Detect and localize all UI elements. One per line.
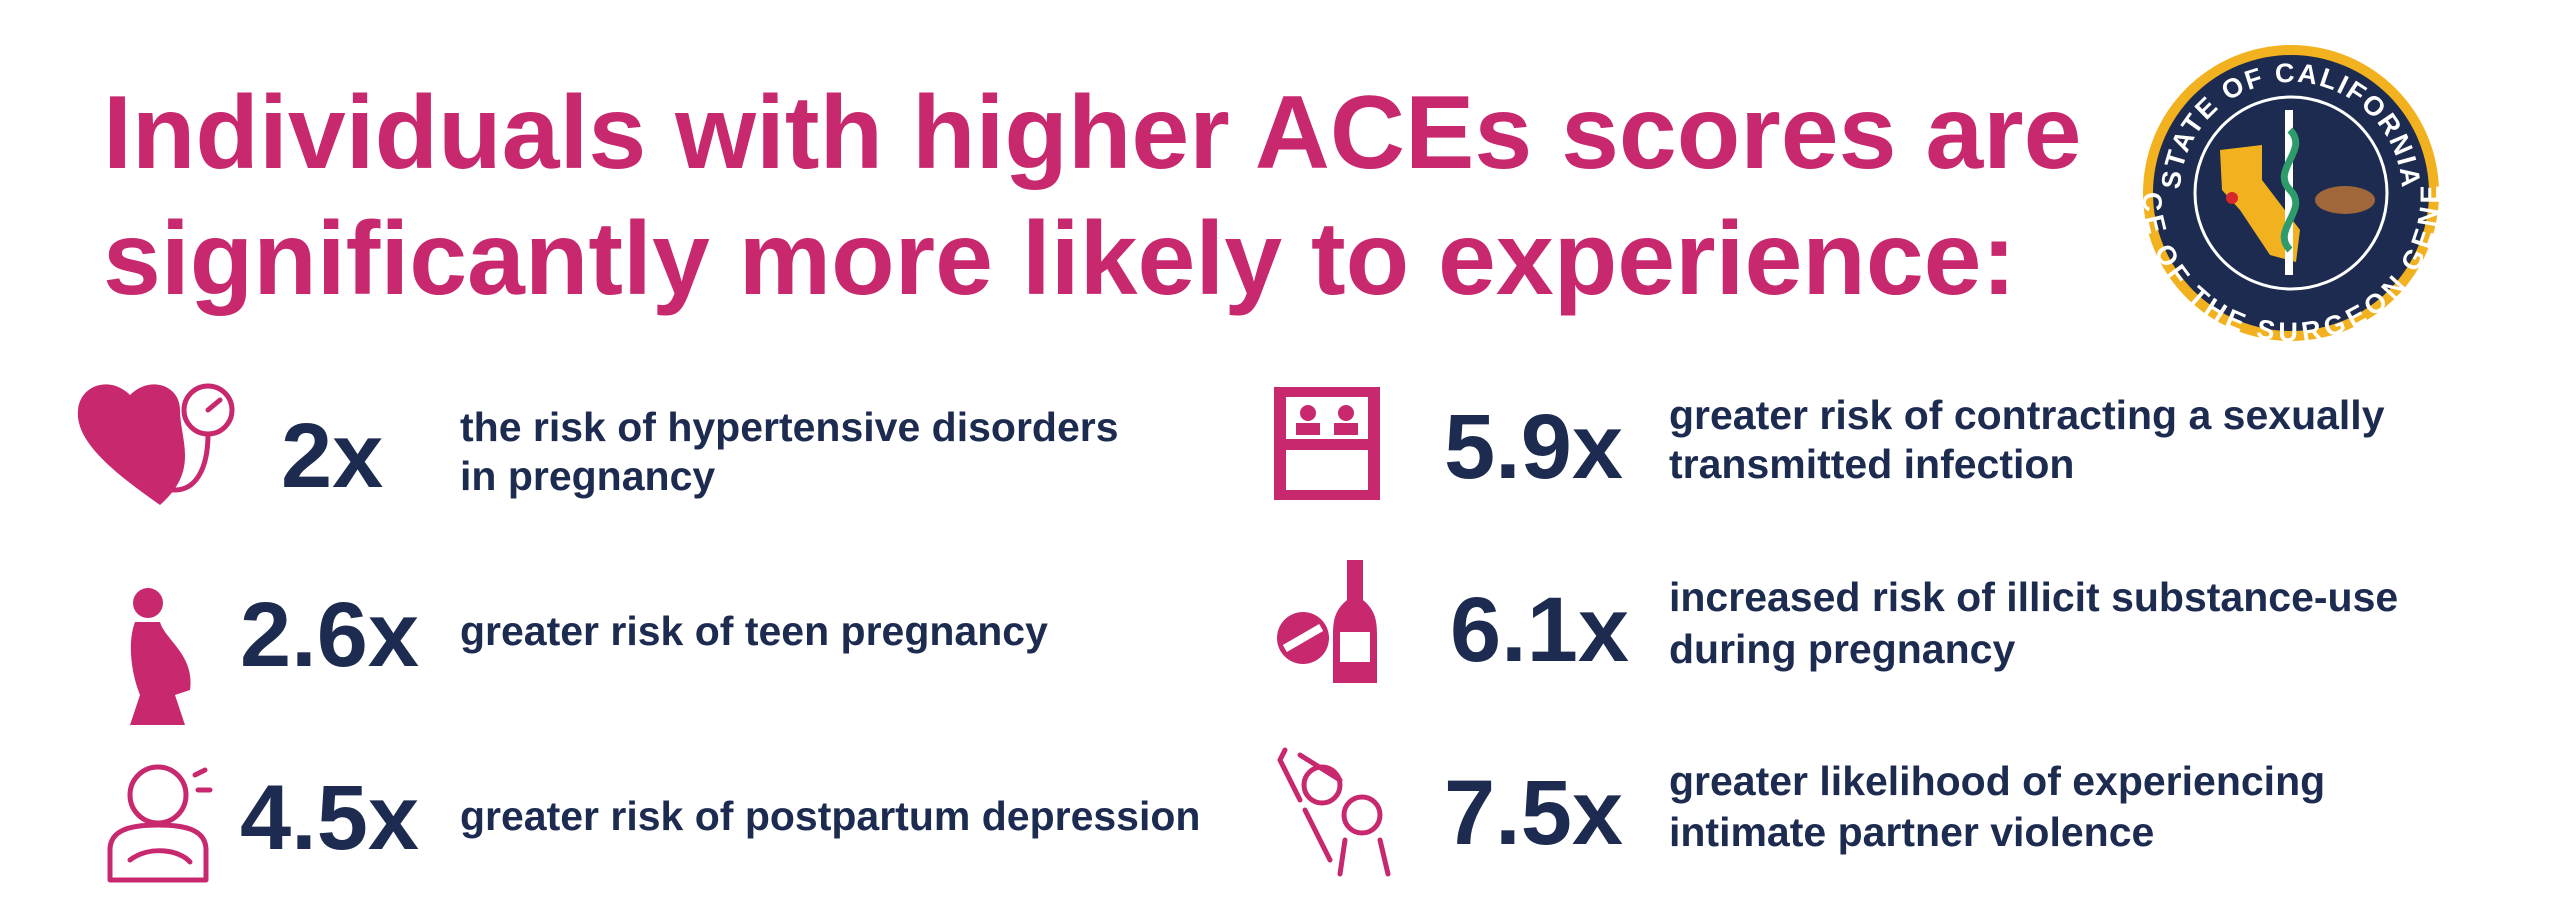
stat-description: in pregnancy bbox=[460, 453, 715, 499]
stat-description: greater risk of teen pregnancy bbox=[460, 608, 1048, 654]
stat-value: 5.9x bbox=[1444, 396, 1623, 498]
seal-state bbox=[2220, 145, 2300, 262]
stat-description: greater risk of postpartum depression bbox=[460, 793, 1200, 839]
stat-description: greater risk of contracting a sexually bbox=[1669, 392, 2385, 438]
seal-snake bbox=[2280, 127, 2300, 253]
icon-heart bbox=[77, 383, 235, 505]
stat-description: intimate partner violence bbox=[1669, 809, 2154, 855]
icon-mother bbox=[107, 764, 213, 883]
icon-violence bbox=[1277, 747, 1391, 877]
stat-value: 4.5x bbox=[240, 767, 419, 869]
icon-pregnant bbox=[130, 588, 191, 725]
stat-description: transmitted infection bbox=[1669, 441, 2074, 487]
stat-value: 2x bbox=[281, 405, 383, 507]
icon-bed bbox=[1274, 387, 1380, 500]
seal-star bbox=[2226, 192, 2238, 204]
stat-description: during pregnancy bbox=[1669, 626, 2015, 672]
icon-pill-bottle bbox=[1277, 560, 1377, 683]
stat-description: greater likelihood of experiencing bbox=[1669, 758, 2325, 804]
stat-value: 6.1x bbox=[1450, 579, 1629, 681]
seal-bear bbox=[2315, 186, 2375, 214]
stat-description: the risk of hypertensive disorders bbox=[460, 404, 1119, 450]
title-line: significantly more likely to experience: bbox=[103, 201, 2016, 317]
stat-value: 7.5x bbox=[1444, 762, 1623, 864]
stat-value: 2.6x bbox=[240, 584, 419, 686]
stat-description: increased risk of illicit substance-use bbox=[1669, 574, 2398, 620]
title-line: Individuals with higher ACEs scores are bbox=[103, 75, 2082, 191]
